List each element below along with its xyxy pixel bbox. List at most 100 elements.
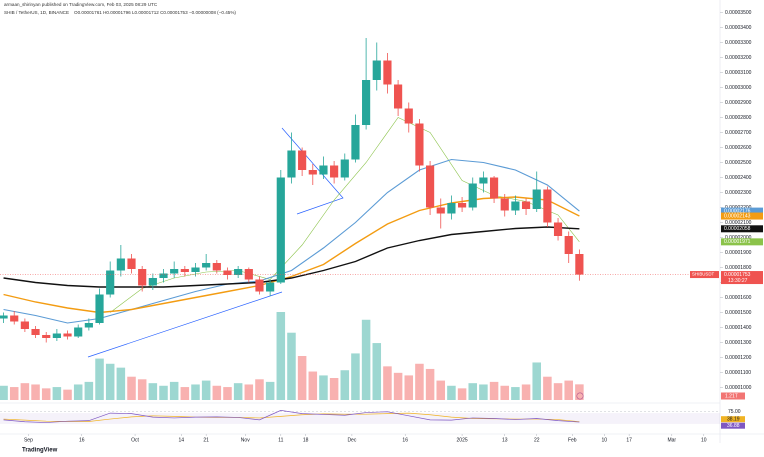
candle-body — [10, 315, 19, 322]
volume-bar — [479, 384, 488, 400]
rsi-badge-label: 36.88 — [727, 423, 740, 429]
x-tick-label: 16 — [79, 437, 85, 443]
y-tick-label: 0.00001300 — [725, 340, 752, 346]
ma-badge — [721, 225, 763, 233]
volume-bar — [84, 381, 94, 400]
candle-body — [415, 123, 424, 166]
candle-body — [404, 108, 413, 124]
x-tick-label: 22 — [534, 437, 540, 443]
x-tick-label: Nov — [241, 437, 250, 443]
candle-body — [457, 203, 467, 208]
candle-body — [202, 263, 211, 268]
candle-body — [20, 321, 29, 329]
volume-bar — [52, 387, 62, 400]
volume-bar — [233, 383, 243, 400]
ma-badge-label: 0.00002143 — [724, 213, 751, 219]
volume-bar — [372, 343, 382, 400]
volume-bar — [63, 389, 72, 400]
volume-bar — [95, 358, 104, 400]
candle-body — [553, 222, 563, 236]
volume-bar — [308, 371, 318, 400]
x-tick-label: 16 — [402, 437, 408, 443]
candle-body — [436, 207, 445, 214]
volume-bar — [191, 384, 200, 400]
volume-bar — [105, 363, 115, 400]
alert-icon[interactable] — [576, 392, 584, 400]
rsi-line — [3, 410, 580, 423]
y-tick-label: 0.00001800 — [725, 265, 752, 271]
candle-body — [447, 203, 456, 214]
y-tick-label: 0.00002800 — [725, 115, 752, 121]
candle-body — [170, 269, 179, 274]
candle-body — [42, 335, 51, 338]
y-tick-label: 0.00001100 — [725, 370, 751, 376]
x-tick-label: Mar — [667, 437, 676, 443]
candle-body — [543, 189, 552, 223]
volume-bar — [361, 319, 371, 400]
candle-body — [116, 258, 125, 271]
ma-badge-label: 0.00002058 — [724, 226, 751, 232]
volume-bar — [148, 383, 158, 400]
volume-bar — [543, 376, 552, 400]
volume-bar — [457, 388, 467, 400]
candle-body — [74, 327, 83, 337]
volume-bar — [521, 384, 531, 400]
volume-bar — [532, 362, 541, 400]
candle-body — [351, 125, 360, 160]
x-tick-label: 18 — [303, 437, 309, 443]
y-tick-label: 0.00001600 — [725, 295, 752, 301]
candle-body — [500, 198, 509, 211]
candle-body — [234, 269, 243, 275]
rsi-tick-label: 75.00 — [728, 409, 741, 415]
y-tick-label: 0.00002500 — [725, 160, 752, 166]
rsi-ma-badge — [721, 416, 745, 423]
volume-bar — [564, 380, 573, 400]
candle-body — [330, 165, 339, 178]
volume-bar — [137, 379, 147, 400]
ma-badge-label: 0.00001971 — [724, 239, 751, 245]
volume-badge-label: 1.21T — [725, 393, 738, 399]
volume-bar — [575, 384, 584, 400]
candle-body — [532, 189, 541, 209]
x-tick-label: 10 — [601, 437, 607, 443]
x-tick-label: Dec — [347, 437, 356, 443]
volume-bar — [201, 380, 211, 400]
y-tick-label: 0.00002600 — [725, 145, 752, 151]
candle-body — [138, 269, 147, 286]
price-badge-label: 0.00001753 — [724, 272, 751, 278]
candle-body — [564, 236, 573, 254]
x-tick-label: 17 — [626, 437, 632, 443]
moving-average — [110, 117, 580, 313]
candle-body — [95, 294, 104, 323]
volume-bar — [404, 375, 414, 400]
candle-body — [340, 159, 349, 178]
volume-bar — [287, 332, 296, 400]
y-tick-label: 0.00003400 — [725, 25, 752, 31]
symbol-title: SHIB / TetherUS, 1D, BINANCE — [4, 10, 69, 15]
ma-badge — [721, 207, 763, 215]
x-tick-label: 2025 — [457, 437, 468, 443]
volume-bar — [159, 385, 168, 400]
volume-bar — [73, 384, 83, 400]
candle-body — [148, 278, 157, 286]
volume-bar — [553, 383, 563, 400]
volume-bar — [180, 387, 190, 400]
price-badge — [721, 271, 763, 285]
volume-bar — [447, 385, 456, 400]
y-tick-label: 0.00002100 — [725, 220, 752, 226]
candle-body — [287, 150, 296, 178]
candle-body — [255, 279, 264, 292]
volume-bar — [0, 385, 8, 400]
candle-body — [159, 273, 168, 278]
rsi-ma-badge-label: 38.19 — [727, 417, 740, 423]
y-tick-label: 0.00001200 — [725, 355, 752, 361]
candle-body — [52, 333, 61, 338]
volume-bar — [223, 387, 232, 400]
y-tick-label: 0.00001900 — [725, 250, 752, 256]
volume-bar — [255, 379, 264, 400]
trendline — [87, 291, 283, 358]
symbol-badge-label: SHIBUSDT — [692, 272, 715, 277]
x-tick-label: 13 — [502, 437, 508, 443]
candle-body — [383, 60, 392, 85]
